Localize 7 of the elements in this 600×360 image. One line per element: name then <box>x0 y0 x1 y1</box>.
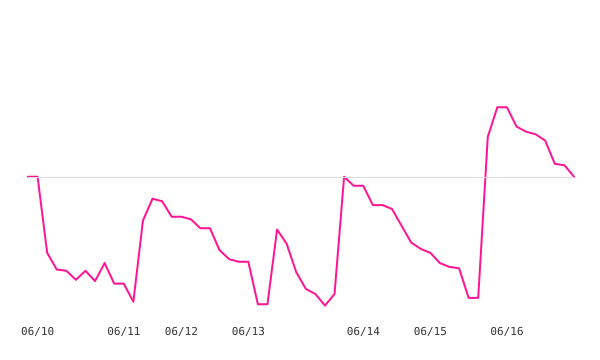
x-tick-label: 06/11 <box>107 325 140 338</box>
x-tick-label: 06/15 <box>414 325 447 338</box>
x-tick-label: 06/10 <box>21 325 54 338</box>
x-tick-label: 06/14 <box>346 325 380 338</box>
x-tick-label: 06/16 <box>490 325 524 338</box>
x-tick-label: 06/12 <box>164 325 198 338</box>
x-tick-label: 06/13 <box>232 325 265 338</box>
